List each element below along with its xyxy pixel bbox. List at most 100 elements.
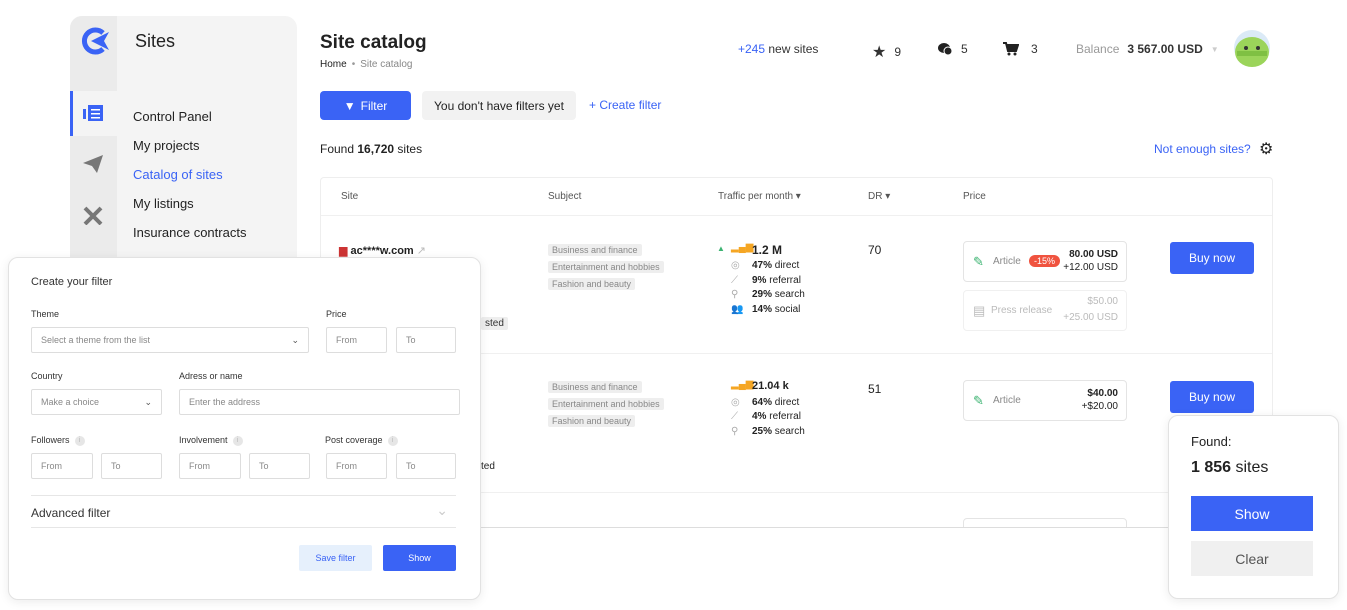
price-article-partial <box>963 518 1127 527</box>
chevron-down-icon: ⌄ <box>436 502 448 518</box>
site-link[interactable]: ▆ ac****w.com ↗ <box>339 245 426 257</box>
dr-value: 70 <box>868 243 882 257</box>
send-icon[interactable] <box>82 154 104 174</box>
advanced-filter-label: Advanced filter <box>31 506 111 520</box>
column-site: Site <box>341 191 359 202</box>
create-filter-link[interactable]: + Create filter <box>589 98 662 112</box>
tools-icon[interactable] <box>82 205 104 225</box>
price-press-release[interactable]: ▤ Press release $50.00 +25.00 USD <box>963 290 1127 331</box>
found-popup: Found: 1 856 sites Show Clear <box>1168 415 1339 599</box>
traffic-bars-icon: ▂▄▆ <box>731 379 754 390</box>
breadcrumb-current: Site catalog <box>360 59 413 70</box>
dr-value: 51 <box>868 382 882 396</box>
address-input[interactable]: Enter the address <box>179 389 460 415</box>
direct-icon: ◎ <box>731 260 740 271</box>
favorites-button[interactable]: ★ 9 <box>872 42 901 62</box>
column-price: Price <box>963 191 986 202</box>
column-dr[interactable]: DR ▾ <box>868 191 891 202</box>
involvement-to-input[interactable]: To <box>249 453 310 479</box>
chevron-down-icon: ⌄ <box>144 396 152 407</box>
sidebar-item-my-listings[interactable]: My listings <box>133 196 194 211</box>
balance-label: Balance <box>1076 42 1120 56</box>
feather-icon: ✎ <box>973 393 984 408</box>
subject-tag: Entertainment and hobbies <box>548 261 664 273</box>
found-count: Found 16,720 sites <box>320 142 423 156</box>
page-title: Site catalog <box>320 32 427 53</box>
balance-value: 3 567.00 USD <box>1127 42 1203 56</box>
site-tag: ted <box>481 461 495 472</box>
chevron-down-icon: ⌄ <box>291 334 299 345</box>
no-filters-text: You don't have filters yet <box>422 91 576 120</box>
advanced-filter-toggle[interactable]: Advanced filter ⌄ <box>31 495 456 528</box>
followers-to-input[interactable]: To <box>101 453 162 479</box>
price-article[interactable]: ✎ Article -15% 80.00 USD +12.00 USD <box>963 241 1127 282</box>
theme-select[interactable]: Select a theme from the list ⌄ <box>31 327 309 353</box>
search-icon: ⚲ <box>731 289 739 300</box>
star-icon: ★ <box>872 44 887 61</box>
buy-now-button[interactable]: Buy now <box>1170 242 1254 274</box>
followers-from-input[interactable]: From <box>31 453 93 479</box>
clear-button[interactable]: Clear <box>1191 541 1313 576</box>
breadcrumb-home[interactable]: Home <box>320 59 347 70</box>
us-flag-icon: ▆ <box>339 245 348 257</box>
country-label: Country <box>31 371 63 381</box>
post-coverage-from-input[interactable]: From <box>326 453 387 479</box>
involvement-label: Involvement i <box>179 435 243 446</box>
trend-up-icon: ▲ <box>717 244 725 253</box>
feather-icon: ✎ <box>973 254 984 269</box>
messages-count: 5 <box>961 42 968 56</box>
involvement-from-input[interactable]: From <box>179 453 241 479</box>
traffic-direct: 64% direct <box>752 397 800 408</box>
filter-button[interactable]: ▼ Filter <box>320 91 411 120</box>
traffic-search: 29% search <box>752 289 805 300</box>
price-to-input[interactable]: To <box>396 327 456 353</box>
new-sites-label: new sites <box>768 42 819 56</box>
buy-now-button[interactable]: Buy now <box>1170 381 1254 413</box>
sidebar-rail <box>70 16 117 276</box>
sidebar-item-my-projects[interactable]: My projects <box>133 138 200 153</box>
show-button[interactable]: Show <box>383 545 456 571</box>
country-select[interactable]: Make a choice ⌄ <box>31 389 162 415</box>
balance-dropdown[interactable]: Balance 3 567.00 USD ▼ <box>1076 42 1219 56</box>
chat-icon <box>938 43 953 56</box>
subject-tag: Fashion and beauty <box>548 415 636 427</box>
external-link-icon: ↗ <box>416 245 426 257</box>
avatar[interactable] <box>1228 28 1276 72</box>
cart-icon <box>1003 42 1019 56</box>
sidebar-item-insurance[interactable]: Insurance contracts <box>133 225 247 240</box>
cart-count: 3 <box>1031 42 1038 56</box>
post-coverage-to-input[interactable]: To <box>396 453 456 479</box>
subject-tag: Business and finance <box>548 381 642 393</box>
gear-icon[interactable]: ⚙ <box>1259 141 1274 158</box>
followers-label: Followers i <box>31 435 85 446</box>
favorites-count: 9 <box>894 45 902 59</box>
subject-tag: Fashion and beauty <box>548 278 636 290</box>
show-results-button[interactable]: Show <box>1191 496 1313 531</box>
direct-icon: ◎ <box>731 397 740 408</box>
sidebar-item-catalog[interactable]: Catalog of sites <box>133 167 223 182</box>
referral-icon: ⟋ <box>731 411 738 422</box>
rail-item-sites[interactable] <box>70 91 117 136</box>
cart-button[interactable]: 3 <box>1003 42 1038 56</box>
search-icon: ⚲ <box>731 426 739 437</box>
found-label: Found: <box>1191 434 1232 449</box>
modal-title: Create your filter <box>31 276 113 288</box>
traffic-search: 25% search <box>752 426 805 437</box>
sites-table: Site Subject Traffic per month ▾ DR ▾ Pr… <box>320 177 1273 528</box>
messages-button[interactable]: 5 <box>937 42 968 56</box>
price-from-input[interactable]: From <box>326 327 387 353</box>
sidebar-item-control-panel[interactable]: Control Panel <box>133 109 212 124</box>
new-sites-link[interactable]: +245 new sites <box>738 42 818 56</box>
traffic-social: 14% social <box>752 304 801 315</box>
found-count: 1 856 sites <box>1191 459 1269 476</box>
save-filter-button[interactable]: Save filter <box>299 545 372 571</box>
create-filter-modal: Create your filter Theme Select a theme … <box>8 257 481 600</box>
document-icon: ▤ <box>973 303 986 318</box>
price-label: Price <box>326 309 347 319</box>
price-article[interactable]: ✎ Article $40.00 +$20.00 <box>963 380 1127 421</box>
column-traffic[interactable]: Traffic per month ▾ <box>718 191 801 202</box>
info-icon: i <box>387 435 398 446</box>
discount-badge: -15% <box>1029 255 1061 267</box>
not-enough-sites-link[interactable]: Not enough sites? <box>1154 142 1251 156</box>
post-coverage-label: Post coverage i <box>325 435 398 446</box>
